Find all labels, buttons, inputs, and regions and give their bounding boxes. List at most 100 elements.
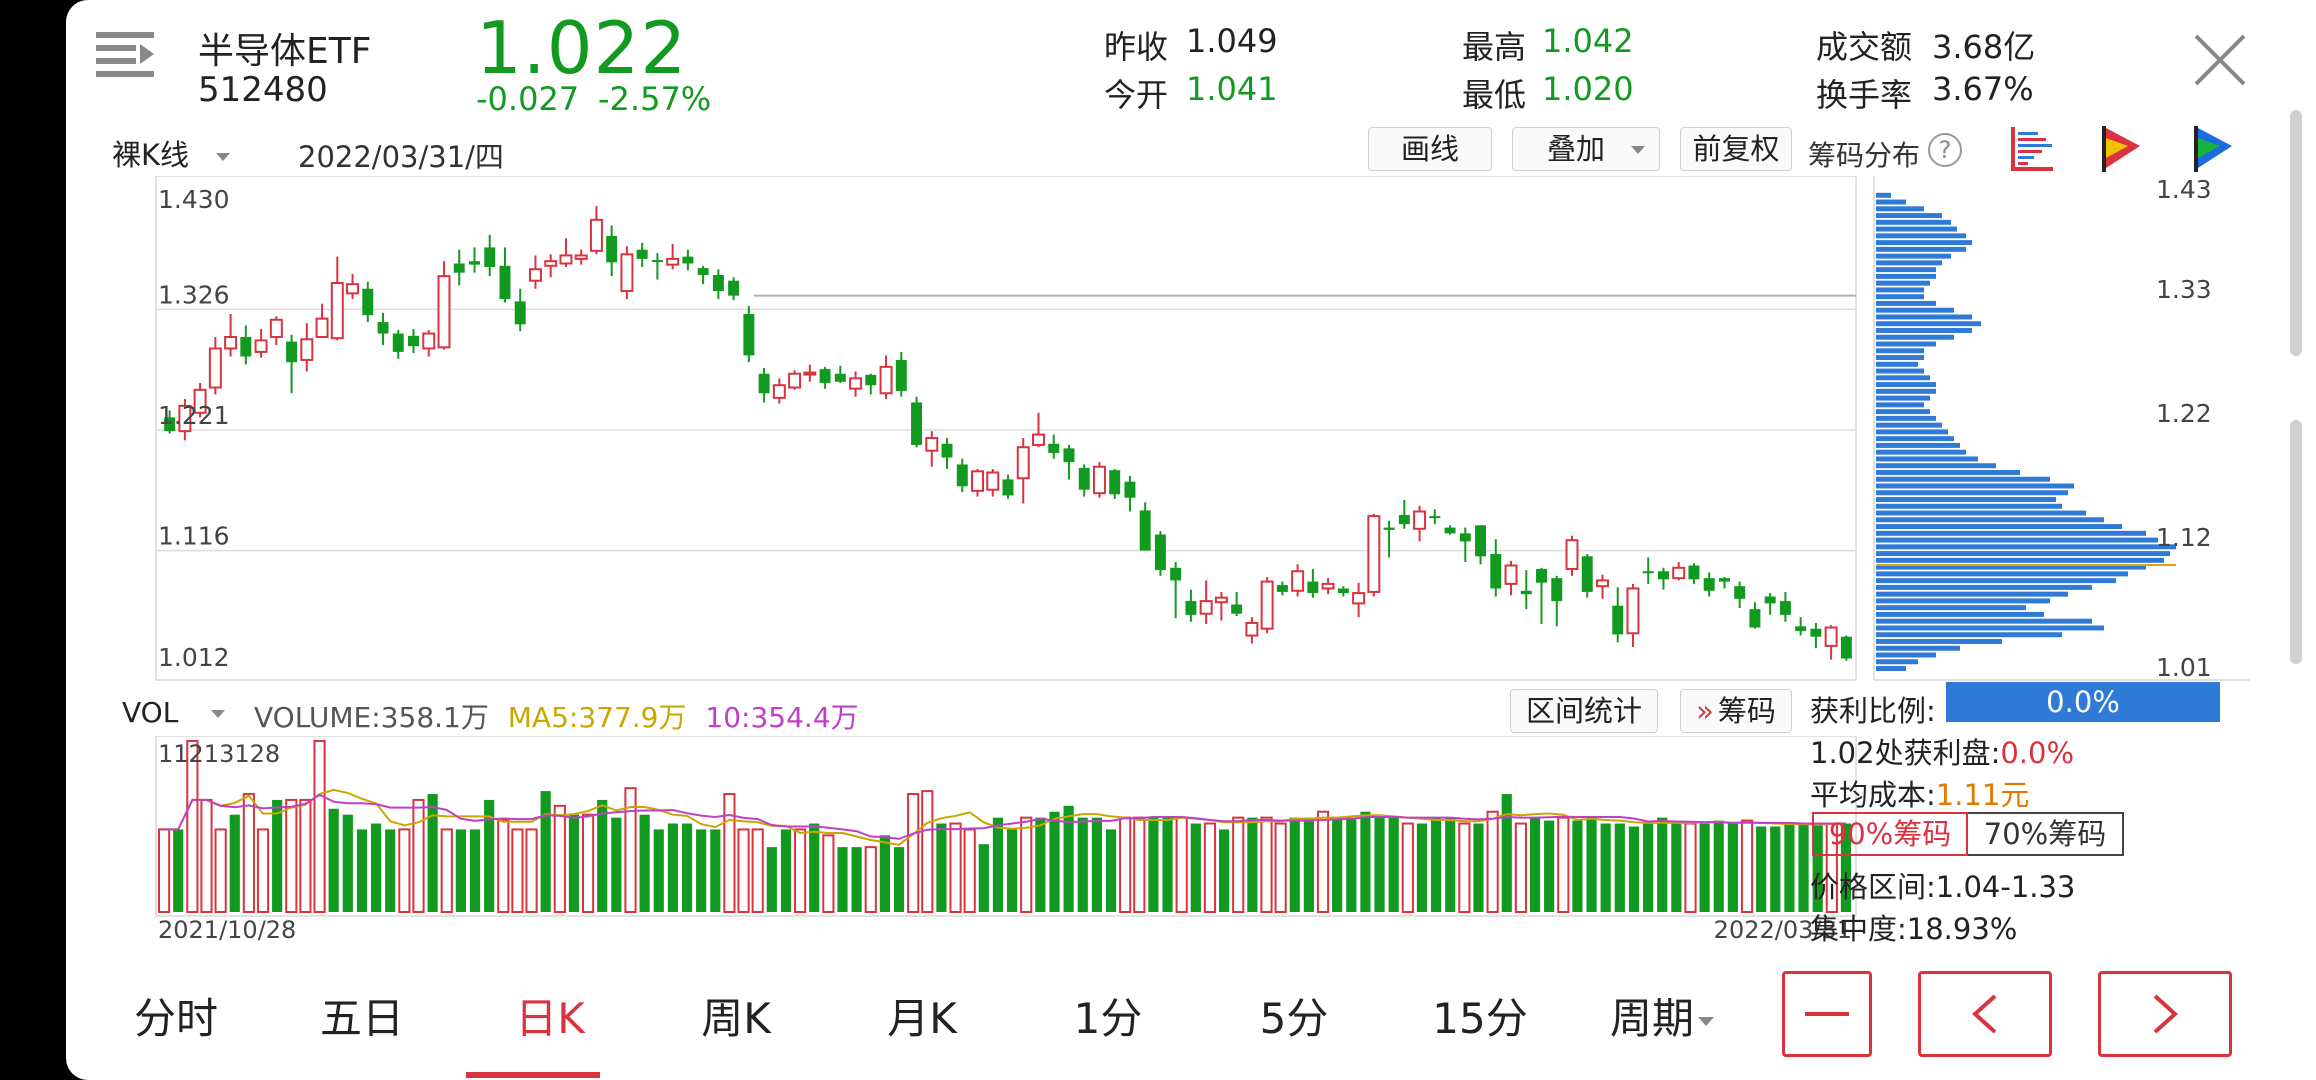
tab-15min[interactable]: 15分 <box>1432 994 1528 1043</box>
chart-type-select[interactable]: 裸K线 <box>112 132 231 174</box>
candle-body-down <box>1459 533 1471 542</box>
chips-button[interactable]: » 筹码 <box>1680 689 1792 733</box>
volume-bar-up <box>200 798 213 913</box>
candle-body-down <box>895 359 907 391</box>
volume-bar-down <box>809 823 820 912</box>
chip-bar <box>1876 226 1957 232</box>
candle-body-down <box>911 402 923 445</box>
scrollbar[interactable] <box>2290 110 2302 356</box>
tab-weekly-k[interactable]: 周K <box>701 994 771 1043</box>
volume-bar-down <box>1614 823 1625 912</box>
volume-bar-down <box>1049 811 1060 912</box>
scrollbar-lower[interactable] <box>2290 420 2302 664</box>
volume-bar-down <box>1007 829 1018 912</box>
tab-period[interactable]: 周期 <box>1582 985 1742 1046</box>
chip-flag-blue-icon[interactable] <box>2192 124 2236 174</box>
candle-body-down <box>819 369 831 383</box>
volume-bar-up <box>1274 822 1287 913</box>
volume-bar-down <box>766 847 777 912</box>
overlay-button[interactable]: 叠加 <box>1512 127 1660 171</box>
tab-1min[interactable]: 1分 <box>1073 994 1143 1043</box>
scroll-right-button[interactable] <box>2098 971 2232 1057</box>
volume-bar-down <box>992 817 1004 912</box>
candle-body-down <box>1734 586 1746 599</box>
candle-body-down <box>728 280 740 296</box>
volume-bar-up <box>1401 822 1414 913</box>
chip-bar <box>1876 638 2002 644</box>
vol-select[interactable]: VOL <box>122 696 226 729</box>
tab-90-chips[interactable]: 90%筹码 <box>1812 812 1968 856</box>
candle-body-up <box>788 372 802 389</box>
scroll-left-button[interactable] <box>1918 971 2052 1057</box>
help-icon[interactable]: ? <box>1928 133 1962 167</box>
minus-icon <box>1805 1012 1849 1016</box>
candle-body-up <box>925 437 939 452</box>
volume-bar-down <box>1289 817 1300 912</box>
kline-y-label: 1.221 <box>158 401 230 430</box>
volume-bar-down <box>851 847 862 912</box>
chip-y-label: 1.33 <box>2156 275 2212 304</box>
candle-body-up <box>208 347 222 389</box>
chip-bar <box>1876 321 1981 327</box>
range-stats-button[interactable]: 区间统计 <box>1510 689 1658 733</box>
menu-icon[interactable] <box>96 30 158 82</box>
candle-body-up <box>1413 510 1427 530</box>
volume-bar-up <box>511 828 524 913</box>
ma10-label: 10: <box>705 701 751 734</box>
prev-close-value: 1.049 <box>1186 22 1278 60</box>
candle-body-down <box>651 260 663 263</box>
volume-bar-up <box>525 828 538 913</box>
chip-flag-red-icon[interactable] <box>2100 124 2144 174</box>
chip-bar <box>1876 611 2044 617</box>
candle-body-down <box>1718 578 1730 582</box>
volume-bar-up <box>497 819 510 913</box>
volume-bar-up <box>1458 822 1471 913</box>
candle-body-down <box>1337 588 1349 594</box>
chevron-left-icon <box>1972 994 1997 1034</box>
volume-bar-up <box>921 790 934 913</box>
draw-button[interactable]: 画线 <box>1368 127 1492 171</box>
high-label: 最高 <box>1462 28 1527 66</box>
chip-bars-icon[interactable] <box>2008 124 2056 174</box>
chip-bar <box>1876 267 1936 273</box>
adjust-button[interactable]: 前复权 <box>1680 127 1792 171</box>
chip-bar <box>1876 483 2074 489</box>
chip-bar <box>1876 415 1936 421</box>
avg-cost: 平均成本:1.11元 <box>1810 772 2029 814</box>
chip-bar <box>1876 300 1936 306</box>
tab-daily-k[interactable]: 日K <box>515 994 585 1043</box>
tab-70-chips[interactable]: 70%筹码 <box>1968 812 2124 856</box>
volume-bar-down <box>1190 823 1201 912</box>
chip-bar <box>1876 233 1966 239</box>
volume-bar-down <box>1303 817 1314 912</box>
chip-bar <box>1876 280 1930 286</box>
candle-body-up <box>1672 566 1686 580</box>
tab-intraday[interactable]: 分时 <box>133 994 218 1043</box>
candle-body-up <box>1016 446 1030 480</box>
candle-body-up <box>1352 592 1366 605</box>
tab-monthly-k[interactable]: 月K <box>887 994 957 1043</box>
candle-body-down <box>1383 527 1395 530</box>
kline-chart[interactable]: 1.430 1.326 1.221 1.116 1.012 <box>90 176 1862 682</box>
price-range-label: 价格区间: <box>1810 870 1936 904</box>
candle-body-down <box>1170 567 1182 581</box>
volume-bar-down <box>1628 826 1640 912</box>
chip-bar <box>1876 625 2104 631</box>
tab-5min[interactable]: 5分 <box>1259 994 1329 1043</box>
volume-bar-down <box>1388 817 1399 912</box>
chip-bar <box>1876 476 2050 482</box>
volume-bar-up <box>1684 822 1697 913</box>
chip-distribution-chart[interactable]: 1.43 1.33 1.22 1.12 1.01 <box>1800 176 2250 682</box>
chip-y-labels: 1.43 1.33 1.22 1.12 1.01 <box>2156 176 2212 682</box>
volume-bar-down <box>667 823 678 912</box>
ma5-line <box>164 788 1847 846</box>
candle-body-down <box>1307 581 1319 594</box>
candle-body-down <box>1520 590 1532 595</box>
close-icon[interactable] <box>2192 32 2248 88</box>
volume-end-date: 2022/03/31 <box>1714 916 1852 942</box>
volume-chart[interactable]: 11213128 2021/10/28 2022/03/31 <box>90 736 1862 942</box>
tab-five-day[interactable]: 五日 <box>319 994 404 1043</box>
chip-bar <box>1876 510 2086 516</box>
candle-body-up <box>1321 582 1335 590</box>
zoom-out-button[interactable] <box>1782 971 1872 1057</box>
